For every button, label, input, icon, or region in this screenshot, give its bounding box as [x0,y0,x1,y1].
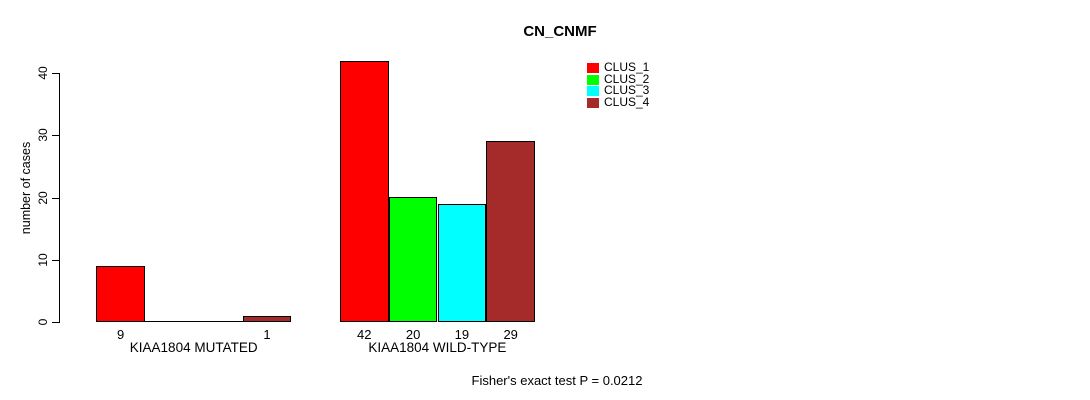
legend-item: CLUS_3 [587,85,649,97]
legend-swatch-clus_1 [587,62,599,73]
bar-value-label-clus_4-group1: 1 [263,327,271,342]
bar-clus_4-group2 [486,141,536,322]
y-tick [52,135,59,137]
bar-clus_3-group2 [437,204,487,322]
y-tick [52,73,59,74]
legend-item: CLUS_2 [587,71,650,86]
bar-value-label-clus_2-group2: 20 [405,327,421,342]
legend-item: CLUS_1 [587,60,650,74]
bar-value-label-clus_1-group2: 42 [357,327,372,342]
y-axis-line [59,73,60,323]
bar-clus_1-group2 [339,61,389,322]
bar-clus_2-group2 [388,197,438,322]
legend: CLUS_1 CLUS_2 CLUS_3 CLUS_4 [587,60,650,110]
legend-label-clus_1: CLUS_1 [604,60,650,74]
group-label-wild-type: KIAA1804 WILD-TYPE [368,340,507,355]
y-tick-label: 30 [36,128,50,142]
bar-clus_4-group1 [242,316,292,322]
y-tick-label: 20 [36,190,50,205]
y-tick [52,259,59,261]
chart-title: CN_CNMF [523,23,597,40]
y-tick-label: 0 [36,318,50,326]
bar-value-label-clus_1-group1: 9 [116,327,125,342]
y-tick-label: 10 [36,253,50,267]
fisher-test-annotation: Fisher's exact test P = 0.0212 [471,373,643,388]
legend-label-clus_3: CLUS_3 [604,83,650,98]
y-tick-label: 40 [36,66,50,80]
y-tick [52,197,59,199]
legend-swatch-clus_3 [587,86,599,97]
y-axis-title: number of cases [19,141,33,235]
legend-label-clus_2: CLUS_2 [604,71,650,86]
legend-label-clus_4: CLUS_4 [604,95,650,110]
legend-swatch-clus_2 [587,74,599,85]
bar-clus_3-group1-zero [193,321,243,322]
y-tick [52,322,59,323]
bar-clus_1-group1 [96,266,145,322]
bar-value-label-clus_3-group2: 19 [454,327,470,342]
bar-value-label-clus_4-group2: 29 [503,327,518,342]
group-label-mutated: KIAA1804 MUTATED [129,340,258,355]
legend-swatch-clus_4 [587,97,599,108]
bar-clus_2-group1-zero [145,321,194,322]
legend-item: CLUS_4 [587,95,650,110]
